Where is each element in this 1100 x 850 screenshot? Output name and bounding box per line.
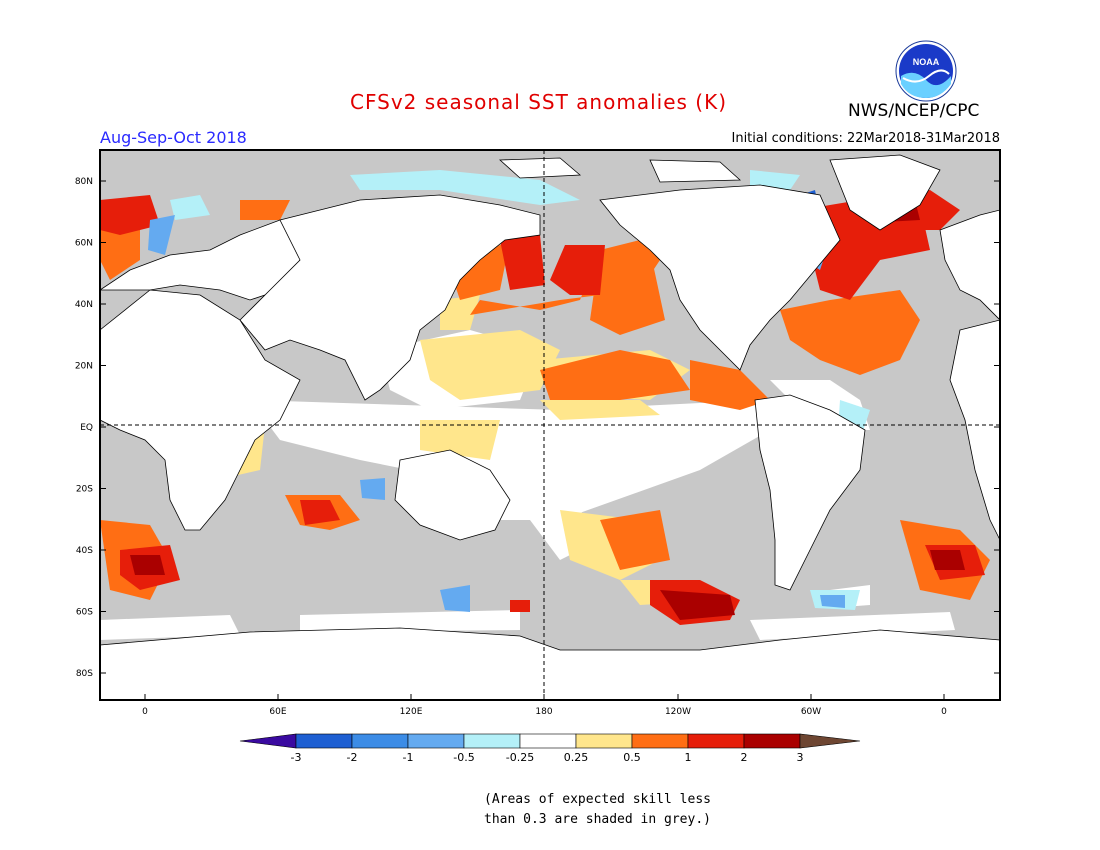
greenland-landmass xyxy=(829,154,941,231)
lat-label-8: 80S xyxy=(76,669,93,679)
colorbar-segment-0 xyxy=(239,733,297,749)
map-title: CFSv2 seasonal SST anomalies (K) xyxy=(350,90,727,114)
colorbar-tick-1: -2 xyxy=(347,751,358,764)
noaa-logo: NOAA xyxy=(895,40,957,102)
colorbar-segment-2 xyxy=(351,733,409,749)
colorbar-segment-1 xyxy=(295,733,353,749)
very-strong-warm-anomaly-regions xyxy=(130,200,965,620)
colorbar: -3 -2 -1 -0.5 -0.25 0.25 0.5 1 2 3 xyxy=(239,733,861,764)
map-frame xyxy=(99,149,1001,701)
lon-label-3: 180 xyxy=(535,707,552,717)
lat-label-6: 40S xyxy=(76,546,93,556)
forecast-period: Aug-Sep-Oct 2018 xyxy=(100,128,247,147)
lon-label-1: 60E xyxy=(269,707,286,717)
colorbar-tick-2: -1 xyxy=(403,751,414,764)
continents xyxy=(100,154,1000,700)
skill-note: (Areas of expected skill less than 0.3 a… xyxy=(0,790,1100,830)
lat-label-4: EQ xyxy=(80,423,93,433)
lat-label-1: 60N xyxy=(75,239,93,249)
lon-label-2: 120E xyxy=(400,707,423,717)
colorbar-segment-5 xyxy=(519,733,577,749)
agency-label: NWS/NCEP/CPC xyxy=(848,101,980,121)
colorbar-segment-8 xyxy=(687,733,745,749)
noaa-logo-text: NOAA xyxy=(913,57,940,67)
lat-label-2: 40N xyxy=(75,300,93,310)
skill-note-line1: (Areas of expected skill less xyxy=(484,792,711,807)
antarctica-landmass xyxy=(100,627,1000,700)
colorbar-tick-0: -3 xyxy=(291,751,302,764)
europe-right-landmass xyxy=(939,209,1000,321)
lat-label-3: 20N xyxy=(75,362,93,372)
longitude-axis: 0 60E 120E 180 120W 60W 0 xyxy=(142,694,947,717)
colorbar-tick-7: 1 xyxy=(685,751,692,764)
latitude-axis: 80N 60N 40N 20N EQ 20S 40S 60S 80S xyxy=(75,177,1000,679)
asia-landmass xyxy=(239,194,541,401)
initial-conditions: Initial conditions: 22Mar2018-31Mar2018 xyxy=(731,131,1001,146)
lon-label-4: 120W xyxy=(665,707,691,717)
colorbar-segment-7 xyxy=(631,733,689,749)
colorbar-segment-4 xyxy=(463,733,521,749)
lat-label-5: 20S xyxy=(76,485,93,495)
skill-note-line2: than 0.3 are shaded in grey.) xyxy=(484,812,711,827)
colorbar-tick-8: 2 xyxy=(741,751,748,764)
africa-landmass xyxy=(100,289,301,531)
africa-right-landmass xyxy=(949,319,1000,541)
colorbar-segment-10 xyxy=(799,733,861,749)
colorbar-tick-5: 0.25 xyxy=(564,751,589,764)
south-america-landmass xyxy=(754,394,866,591)
lat-label-7: 60S xyxy=(76,608,93,618)
lon-label-6: 0 xyxy=(941,707,947,717)
colorbar-segment-9 xyxy=(743,733,801,749)
lon-label-0: 0 xyxy=(142,707,148,717)
colorbar-tick-4: -0.25 xyxy=(506,751,534,764)
colorbar-segment-6 xyxy=(575,733,633,749)
colorbar-tick-3: -0.5 xyxy=(453,751,474,764)
lon-label-5: 60W xyxy=(801,707,821,717)
colorbar-tick-9: 3 xyxy=(797,751,804,764)
colorbar-tick-6: 0.5 xyxy=(623,751,641,764)
north-america-landmass xyxy=(599,184,841,371)
lat-label-0: 80N xyxy=(75,177,93,187)
australia-landmass xyxy=(394,449,511,541)
colorbar-segment-3 xyxy=(407,733,465,749)
